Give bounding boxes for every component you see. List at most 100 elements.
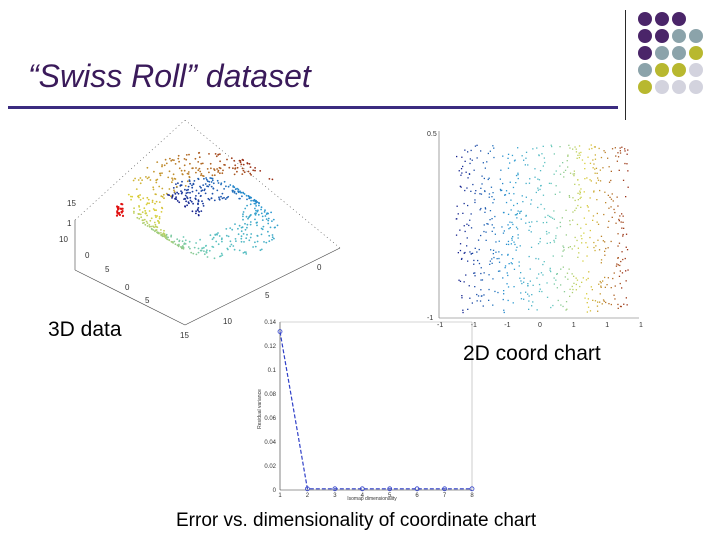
data-point — [178, 240, 181, 243]
data-point — [238, 197, 241, 200]
data-point — [538, 179, 541, 181]
data-point — [246, 226, 248, 229]
data-point — [462, 165, 464, 168]
data-point — [492, 253, 494, 255]
data-point — [493, 256, 495, 259]
data-point — [546, 221, 548, 224]
data-point — [249, 236, 252, 239]
data-point — [186, 204, 189, 207]
data-point — [556, 273, 558, 275]
data-point — [259, 170, 262, 172]
data-point — [216, 179, 219, 182]
data-point — [235, 192, 238, 195]
data-point — [141, 211, 144, 214]
data-point — [187, 185, 190, 188]
data-point — [142, 219, 144, 222]
data-point — [146, 177, 149, 180]
data-point — [491, 258, 493, 260]
data-point — [539, 288, 541, 290]
data-point — [588, 148, 590, 150]
data-point — [619, 150, 621, 152]
data-point — [513, 241, 515, 243]
data-point — [500, 189, 502, 192]
data-point — [579, 154, 581, 156]
data-point — [622, 235, 624, 237]
data-point — [191, 167, 194, 170]
data-point — [170, 234, 173, 237]
data-point — [611, 216, 613, 218]
data-point — [171, 177, 173, 180]
data-point — [460, 258, 463, 260]
data-point — [583, 217, 585, 219]
data-point — [216, 233, 219, 236]
x-tick-label: 3 — [333, 493, 337, 499]
data-point — [552, 304, 554, 307]
decor-dot — [638, 80, 652, 94]
data-point — [257, 213, 260, 216]
data-point — [493, 147, 495, 149]
data-point — [528, 221, 530, 223]
data-point — [594, 300, 597, 302]
data-point — [519, 245, 521, 247]
data-point — [489, 210, 492, 212]
data-point — [140, 216, 143, 219]
data-point — [156, 226, 159, 229]
data-point — [532, 148, 534, 150]
data-point — [231, 228, 234, 231]
data-point — [579, 193, 581, 195]
data-point — [201, 247, 204, 250]
data-point — [562, 245, 564, 247]
data-point — [229, 245, 232, 248]
data-point — [616, 263, 618, 265]
data-point — [617, 264, 619, 266]
data-point — [442, 486, 448, 492]
data-point — [483, 272, 485, 274]
data-point — [261, 215, 264, 218]
data-point — [151, 201, 154, 203]
data-point — [593, 246, 595, 249]
data-point — [507, 254, 509, 256]
data-point — [181, 180, 183, 183]
data-point — [487, 223, 489, 225]
data-point — [480, 234, 482, 237]
data-point — [272, 218, 275, 221]
data-point — [534, 176, 536, 178]
data-point — [504, 265, 507, 267]
data-point — [548, 182, 551, 184]
residual-variance-chart: 0 0.02 0.04 0.06 0.08 0.1 0.12 0.14 1 2 3 4 5 6 7 8 Iso… — [257, 320, 475, 502]
data-point — [202, 184, 205, 186]
data-point — [600, 282, 602, 284]
data-point — [524, 164, 526, 166]
data-point — [212, 236, 215, 239]
data-point — [589, 162, 592, 164]
data-point — [182, 245, 184, 248]
data-point — [481, 295, 483, 297]
data-point — [161, 172, 163, 174]
z-tick-label: 1 — [67, 219, 72, 228]
data-point — [519, 211, 521, 213]
data-point — [502, 182, 504, 185]
data-point — [593, 191, 595, 193]
data-point — [598, 249, 601, 251]
data-point — [233, 190, 236, 193]
data-point — [608, 181, 611, 183]
data-point — [578, 145, 581, 147]
data-point — [467, 260, 469, 262]
data-point — [139, 182, 142, 185]
data-point — [540, 272, 543, 274]
data-point — [625, 233, 628, 235]
data-point — [584, 168, 586, 170]
data-point — [529, 280, 531, 282]
data-point — [474, 247, 476, 249]
data-point — [468, 285, 470, 287]
data-point — [528, 229, 530, 231]
x-tick-label: 1 — [572, 322, 576, 329]
data-point — [152, 208, 155, 210]
data-point — [619, 264, 621, 267]
data-point — [178, 160, 180, 163]
data-point — [577, 199, 579, 201]
data-point — [595, 245, 597, 247]
data-point — [573, 173, 576, 175]
data-point — [478, 248, 480, 251]
data-point — [555, 237, 557, 239]
